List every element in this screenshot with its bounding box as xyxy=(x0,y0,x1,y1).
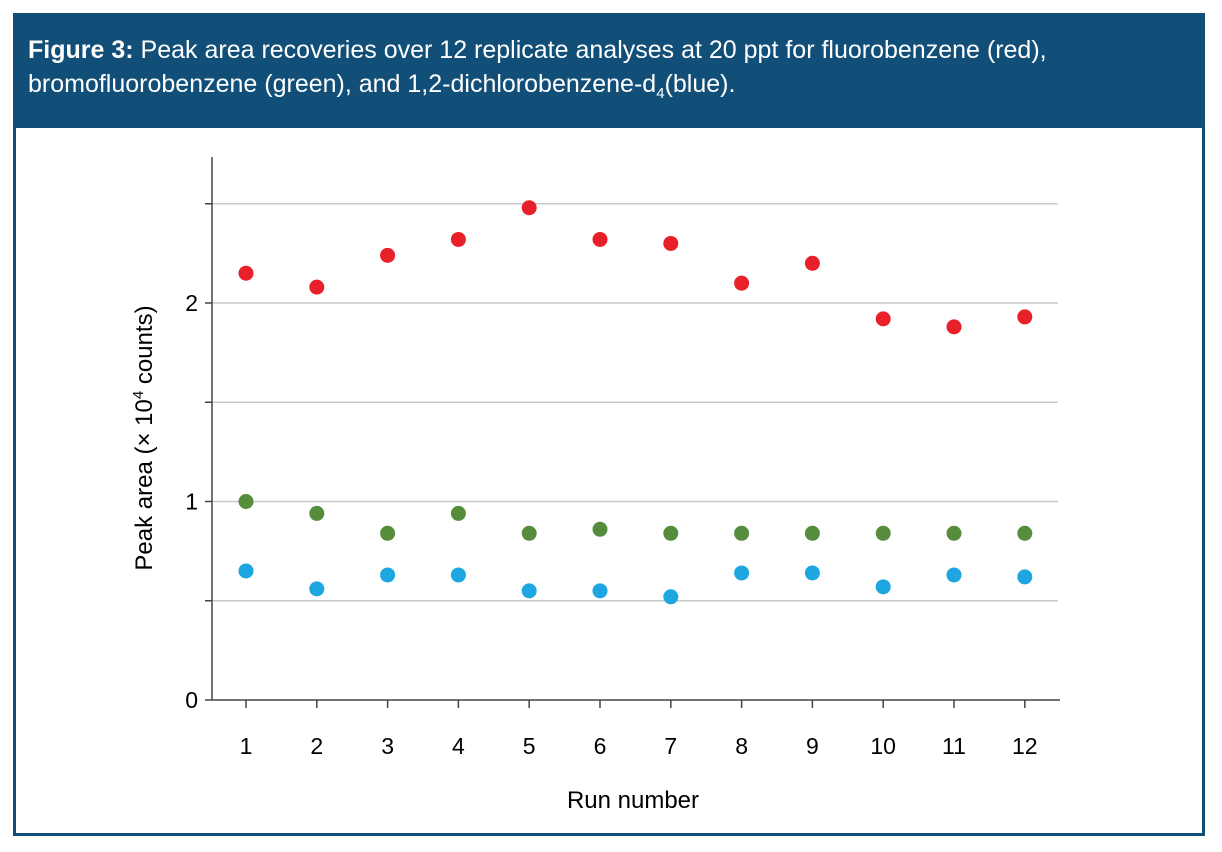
data-point-series-2 xyxy=(521,525,537,541)
data-point-series-2 xyxy=(804,525,820,541)
data-point-series-1 xyxy=(875,311,891,327)
caption-text-1: Peak area recoveries over 12 replicate a… xyxy=(140,36,1047,64)
caption-text-3: (blue). xyxy=(664,70,736,98)
data-points xyxy=(238,200,1033,605)
caption-line-1: Figure 3: Peak area recoveries over 12 r… xyxy=(28,33,1202,67)
data-point-series-2 xyxy=(592,521,608,537)
x-tick-label: 6 xyxy=(594,733,607,759)
data-point-series-1 xyxy=(238,265,254,281)
y-tick-label: 2 xyxy=(185,290,198,316)
x-tick-label: 3 xyxy=(381,733,394,759)
gridlines xyxy=(212,203,1058,602)
data-point-series-1 xyxy=(592,231,608,247)
data-point-series-1 xyxy=(804,255,820,271)
data-point-series-2 xyxy=(309,505,325,521)
data-point-series-1 xyxy=(1017,309,1033,325)
data-point-series-1 xyxy=(734,275,750,291)
data-point-series-2 xyxy=(380,525,396,541)
x-tick-label: 5 xyxy=(523,733,536,759)
data-point-series-2 xyxy=(734,525,750,541)
x-tick-label: 4 xyxy=(452,733,465,759)
caption-line-2: bromofluorobenzene (green), and 1,2-dich… xyxy=(28,67,1202,101)
data-point-series-1 xyxy=(309,279,325,295)
data-point-series-1 xyxy=(450,231,466,247)
data-point-series-2 xyxy=(875,525,891,541)
x-tick-label: 9 xyxy=(806,733,819,759)
x-tick-label: 11 xyxy=(942,733,966,759)
data-point-series-2 xyxy=(450,505,466,521)
y-axis-label-post: counts) xyxy=(131,305,158,390)
data-point-series-3 xyxy=(521,583,537,599)
x-tick-label: 8 xyxy=(735,733,748,759)
x-tick-label: 1 xyxy=(240,733,253,759)
x-tick-label: 10 xyxy=(870,733,896,759)
data-point-series-1 xyxy=(663,235,679,251)
x-tick-label: 2 xyxy=(310,733,323,759)
data-point-series-2 xyxy=(238,494,254,509)
data-point-series-1 xyxy=(946,319,962,335)
data-point-series-3 xyxy=(663,589,679,605)
data-point-series-3 xyxy=(592,583,608,599)
caption-subscript: 4 xyxy=(656,85,665,102)
data-point-series-3 xyxy=(238,563,254,579)
data-point-series-3 xyxy=(734,565,750,581)
data-point-series-3 xyxy=(309,581,325,597)
axes xyxy=(205,157,1060,708)
x-tick-label: 7 xyxy=(664,733,677,759)
data-point-series-2 xyxy=(1017,525,1033,541)
data-point-series-3 xyxy=(946,567,962,583)
data-point-series-1 xyxy=(380,247,396,263)
x-axis-label: Run number xyxy=(567,787,699,814)
figure-caption: Figure 3: Peak area recoveries over 12 r… xyxy=(16,16,1202,128)
figure-label: Figure 3: xyxy=(28,36,134,64)
caption-text-2: bromofluorobenzene (green), and 1,2-dich… xyxy=(28,70,657,98)
data-point-series-1 xyxy=(521,200,537,216)
y-axis-label: Peak area (× 104 counts) xyxy=(130,305,158,570)
data-point-series-3 xyxy=(1017,569,1033,585)
data-point-series-3 xyxy=(804,565,820,581)
x-tick-label: 12 xyxy=(1012,733,1038,759)
data-point-series-3 xyxy=(450,567,466,583)
y-axis-label-sup: 4 xyxy=(130,391,147,399)
y-axis-label-pre: Peak area (× 10 xyxy=(131,399,158,570)
data-point-series-3 xyxy=(875,579,891,595)
data-point-series-2 xyxy=(946,525,962,541)
y-tick-label: 1 xyxy=(185,489,198,515)
data-point-series-3 xyxy=(380,567,396,583)
data-point-series-2 xyxy=(663,525,679,541)
y-tick-label: 0 xyxy=(185,687,198,713)
